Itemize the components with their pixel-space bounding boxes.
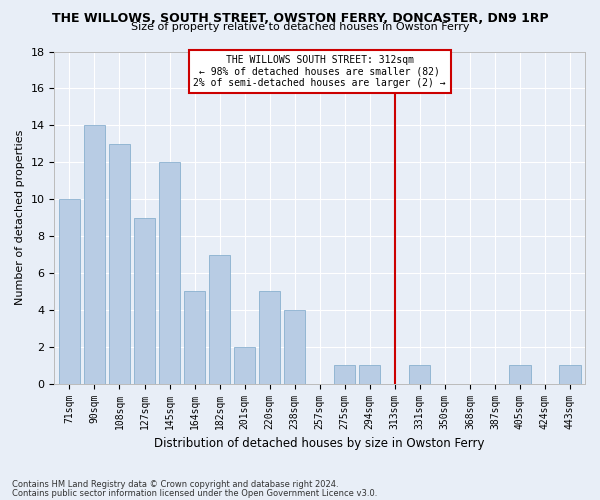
Bar [59, 199, 80, 384]
Bar [209, 254, 230, 384]
Bar [509, 365, 530, 384]
Text: Size of property relative to detached houses in Owston Ferry: Size of property relative to detached ho… [131, 22, 469, 32]
Bar [234, 347, 255, 384]
Text: Contains public sector information licensed under the Open Government Licence v3: Contains public sector information licen… [12, 488, 377, 498]
Text: Contains HM Land Registry data © Crown copyright and database right 2024.: Contains HM Land Registry data © Crown c… [12, 480, 338, 489]
X-axis label: Distribution of detached houses by size in Owston Ferry: Distribution of detached houses by size … [154, 437, 485, 450]
Text: THE WILLOWS SOUTH STREET: 312sqm
← 98% of detached houses are smaller (82)
2% of: THE WILLOWS SOUTH STREET: 312sqm ← 98% o… [193, 55, 446, 88]
Bar [559, 365, 581, 384]
Bar [159, 162, 180, 384]
Bar [334, 365, 355, 384]
Text: THE WILLOWS, SOUTH STREET, OWSTON FERRY, DONCASTER, DN9 1RP: THE WILLOWS, SOUTH STREET, OWSTON FERRY,… [52, 12, 548, 26]
Bar [84, 126, 105, 384]
Bar [109, 144, 130, 384]
Bar [259, 292, 280, 384]
Bar [409, 365, 430, 384]
Bar [359, 365, 380, 384]
Bar [184, 292, 205, 384]
Bar [134, 218, 155, 384]
Bar [284, 310, 305, 384]
Y-axis label: Number of detached properties: Number of detached properties [15, 130, 25, 306]
